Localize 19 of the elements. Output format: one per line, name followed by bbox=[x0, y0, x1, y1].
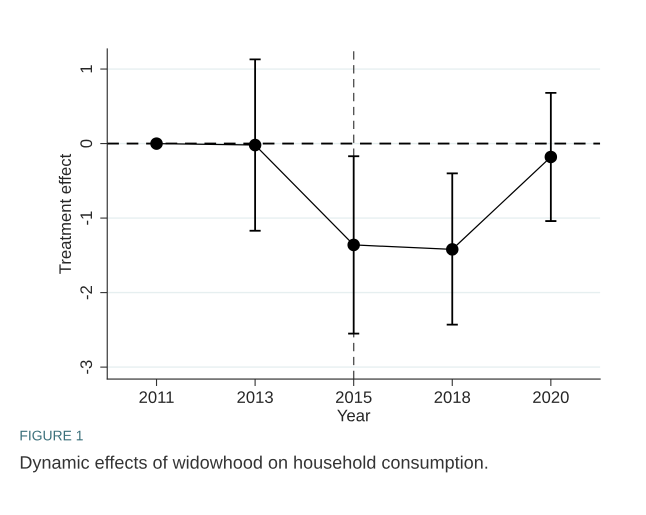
x-tick-label: 2020 bbox=[533, 391, 569, 404]
point bbox=[150, 137, 163, 150]
x-tick-label: 2018 bbox=[434, 391, 470, 404]
point bbox=[544, 150, 558, 164]
x-tick-label: 2011 bbox=[139, 391, 174, 404]
y-tick-label: 1 bbox=[80, 65, 92, 72]
point bbox=[446, 243, 459, 256]
point bbox=[248, 138, 262, 152]
y-tick-label: -3 bbox=[80, 360, 92, 374]
x-tick-label: 2013 bbox=[237, 391, 273, 404]
y-tick-label: -1 bbox=[80, 211, 92, 225]
x-tick-label: 2015 bbox=[336, 391, 372, 404]
text: FIGURE 1 bbox=[20, 430, 83, 440]
y-axis-title: Treatment effect bbox=[58, 154, 72, 274]
x-axis-title: Year bbox=[337, 410, 370, 422]
text: Dynamic effects of widowhood on household consumption. bbox=[20, 456, 488, 472]
point bbox=[347, 238, 360, 252]
y-tick-label: 0 bbox=[80, 140, 92, 148]
y-tick-label: -2 bbox=[80, 286, 92, 300]
